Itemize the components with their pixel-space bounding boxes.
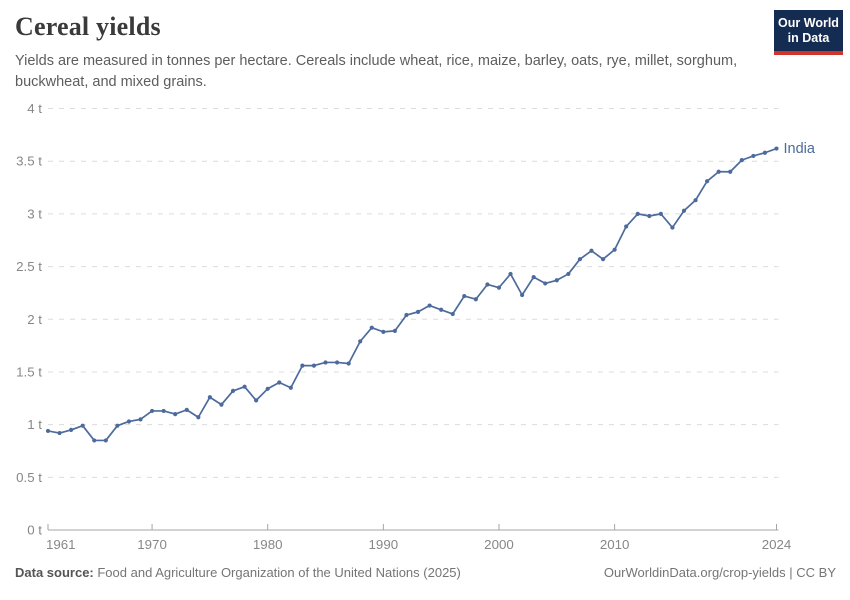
x-tick-label: 1961: [46, 537, 76, 552]
attribution-link[interactable]: OurWorldinData.org/crop-yields | CC BY: [603, 565, 836, 580]
data-point[interactable]: [138, 417, 143, 422]
data-point[interactable]: [346, 361, 351, 366]
data-point[interactable]: [496, 285, 502, 290]
y-tick-label: 0 t: [27, 523, 42, 538]
data-point[interactable]: [381, 329, 386, 334]
data-point[interactable]: [647, 213, 652, 219]
data-point[interactable]: [358, 339, 363, 344]
data-point[interactable]: [589, 248, 594, 253]
series-line-india[interactable]: [47, 147, 778, 442]
y-tick-label: 3.5 t: [16, 154, 42, 169]
data-source-label: Data source:: [15, 565, 94, 580]
data-point[interactable]: [323, 360, 328, 365]
data-point[interactable]: [57, 430, 62, 436]
data-point[interactable]: [92, 438, 97, 443]
data-point[interactable]: [554, 278, 559, 283]
page-title: Cereal yields: [15, 12, 161, 41]
data-point[interactable]: [681, 208, 687, 213]
data-point[interactable]: [126, 419, 132, 424]
data-point[interactable]: [531, 275, 536, 280]
data-point[interactable]: [149, 408, 155, 414]
data-point[interactable]: [311, 363, 317, 368]
y-tick-label: 3 t: [27, 206, 42, 221]
data-point[interactable]: [658, 211, 663, 216]
y-tick-label: 2 t: [27, 312, 42, 327]
owid-logo-line2: in Data: [787, 31, 830, 45]
y-tick-label: 1.5 t: [16, 364, 42, 379]
data-point[interactable]: [624, 224, 629, 229]
data-point[interactable]: [508, 271, 513, 277]
data-point[interactable]: [462, 293, 467, 299]
data-point[interactable]: [277, 380, 282, 385]
series-label-india[interactable]: India: [784, 141, 816, 157]
data-point[interactable]: [485, 282, 490, 287]
data-point[interactable]: [392, 328, 398, 333]
data-point[interactable]: [762, 150, 768, 155]
x-tick-label: 2024: [762, 537, 792, 552]
y-tick-label: 4 t: [27, 101, 42, 116]
data-point[interactable]: [45, 428, 51, 434]
data-point[interactable]: [693, 198, 698, 203]
x-tick-label: 1970: [137, 537, 167, 552]
data-point[interactable]: [103, 438, 108, 443]
x-tick-label: 2010: [600, 537, 630, 552]
data-point[interactable]: [288, 385, 293, 390]
data-point[interactable]: [265, 386, 270, 391]
data-source: Data source: Food and Agriculture Organi…: [15, 565, 461, 580]
data-point[interactable]: [184, 407, 189, 412]
data-point[interactable]: [300, 363, 305, 368]
data-point[interactable]: [600, 257, 606, 262]
data-point[interactable]: [670, 225, 675, 230]
data-point[interactable]: [577, 257, 583, 262]
chart-subtitle: Yields are measured in tonnes per hectar…: [15, 53, 738, 90]
data-point[interactable]: [751, 153, 756, 159]
data-point[interactable]: [80, 423, 85, 428]
data-point[interactable]: [705, 179, 710, 184]
data-point[interactable]: [369, 325, 374, 330]
x-tick-label: 1980: [253, 537, 283, 552]
data-point[interactable]: [427, 303, 432, 308]
data-point[interactable]: [739, 158, 744, 163]
data-point[interactable]: [450, 311, 455, 317]
data-point[interactable]: [716, 169, 721, 174]
data-point[interactable]: [161, 408, 166, 414]
data-point[interactable]: [219, 402, 224, 407]
data-point[interactable]: [520, 292, 525, 298]
data-point[interactable]: [543, 281, 548, 286]
data-point[interactable]: [173, 411, 178, 417]
chart-footer: Data source: Food and Agriculture Organi…: [15, 565, 836, 580]
owid-logo-line1: Our World: [778, 16, 839, 30]
data-point[interactable]: [774, 146, 779, 151]
data-point[interactable]: [439, 307, 444, 312]
data-point[interactable]: [69, 427, 74, 432]
y-tick-label: 2.5 t: [16, 259, 42, 274]
data-point[interactable]: [612, 247, 617, 252]
data-point[interactable]: [473, 297, 478, 302]
y-tick-label: 1 t: [27, 417, 42, 432]
data-point[interactable]: [242, 384, 247, 389]
data-point[interactable]: [196, 415, 201, 420]
data-point[interactable]: [566, 271, 571, 277]
data-point[interactable]: [728, 169, 733, 174]
data-point[interactable]: [254, 398, 259, 403]
data-point[interactable]: [230, 388, 236, 394]
x-tick-label: 1990: [369, 537, 399, 552]
data-point[interactable]: [635, 211, 640, 216]
data-point[interactable]: [115, 423, 120, 428]
data-source-text: Food and Agriculture Organization of the…: [93, 565, 461, 580]
x-tick-label: 2000: [484, 537, 514, 552]
owid-logo[interactable]: Our World in Data: [774, 10, 843, 55]
y-tick-label: 0.5 t: [16, 470, 42, 485]
data-point[interactable]: [207, 395, 212, 400]
data-point[interactable]: [334, 360, 340, 365]
data-point[interactable]: [404, 312, 409, 318]
data-point[interactable]: [415, 309, 421, 314]
